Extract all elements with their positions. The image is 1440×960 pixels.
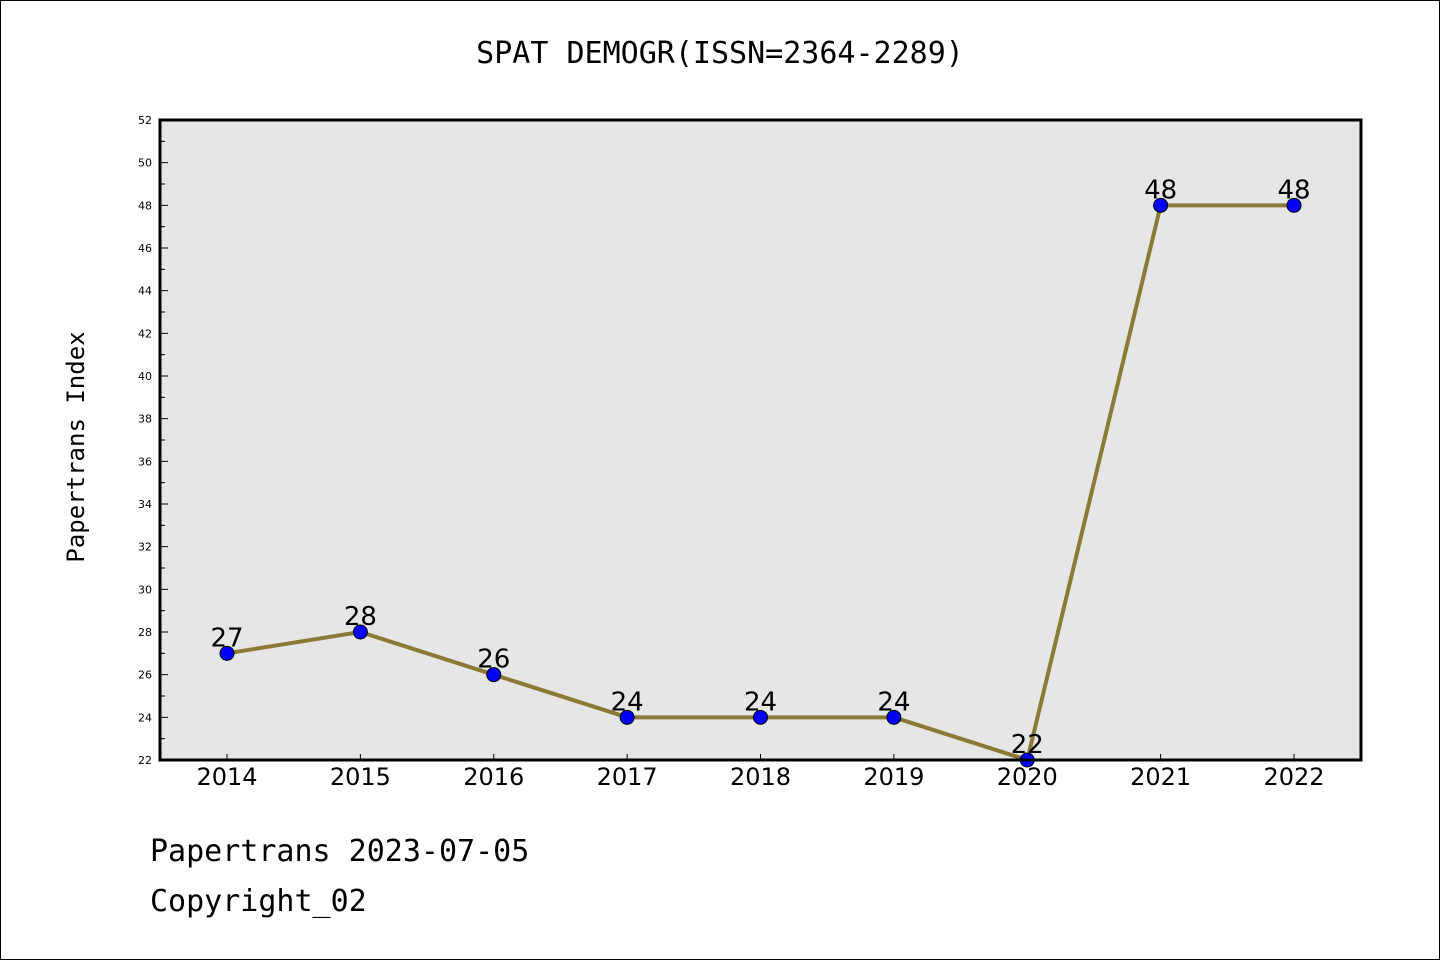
y-tick-label: 48 (138, 199, 152, 212)
y-tick-label: 36 (138, 455, 152, 468)
y-tick-label: 30 (138, 583, 152, 596)
data-label: 48 (1144, 175, 1177, 205)
data-label: 26 (477, 645, 510, 675)
y-tick-label: 40 (138, 370, 152, 383)
y-tick-label: 38 (138, 413, 152, 426)
x-tick-label: 2022 (1263, 763, 1324, 791)
data-point (219, 645, 235, 661)
x-tick-label: 2021 (1130, 763, 1191, 791)
y-axis: 22 24 26 28 30 32 34 36 38 40 42 44 46 48 50 52 (138, 114, 168, 767)
footer-date: Papertrans 2023-07-05 (150, 834, 530, 869)
x-tick-label: 2020 (997, 763, 1058, 791)
x-tick-label: 2017 (597, 763, 658, 791)
data-label: 22 (1011, 730, 1044, 760)
data-point (753, 709, 768, 725)
data-points (219, 197, 1302, 768)
x-tick-label: 2015 (330, 763, 391, 791)
y-tick-label: 24 (138, 711, 152, 724)
data-point (1286, 197, 1302, 213)
x-tick-label: 2018 (730, 763, 791, 791)
data-label: 28 (344, 602, 377, 632)
data-label: 24 (877, 687, 910, 717)
data-label: 24 (611, 687, 644, 717)
x-axis: 2014 2015 2016 2017 2018 2019 2020 2021 2022 (196, 754, 1325, 791)
data-labels: 27 28 26 24 24 24 22 48 48 (210, 175, 1310, 760)
plot-border (158, 118, 1363, 762)
y-tick-label: 26 (138, 669, 152, 682)
data-label: 27 (210, 623, 243, 653)
plot-area (160, 120, 1361, 760)
data-point (352, 624, 368, 640)
y-tick-label: 46 (138, 242, 152, 255)
y-tick-label: 28 (138, 626, 152, 639)
x-tick-label: 2019 (863, 763, 924, 791)
y-tick-label: 50 (138, 157, 152, 170)
data-point (886, 709, 902, 725)
y-tick-label: 32 (138, 541, 152, 554)
y-tick-label: 44 (138, 285, 152, 298)
x-tick-label: 2016 (463, 763, 524, 791)
data-point (1153, 197, 1169, 213)
footer-copyright: Copyright_02 (150, 884, 367, 919)
data-point (486, 667, 502, 683)
y-tick-label: 42 (138, 327, 152, 340)
y-tick-label: 52 (138, 114, 152, 127)
chart-title: SPAT DEMOGR(ISSN=2364-2289) (476, 36, 964, 71)
data-point (619, 709, 635, 725)
data-label: 48 (1277, 175, 1310, 205)
y-tick-label: 34 (138, 498, 152, 511)
x-tick-label: 2014 (196, 763, 257, 791)
data-label: 24 (744, 687, 777, 717)
y-tick-label: 22 (138, 754, 152, 767)
